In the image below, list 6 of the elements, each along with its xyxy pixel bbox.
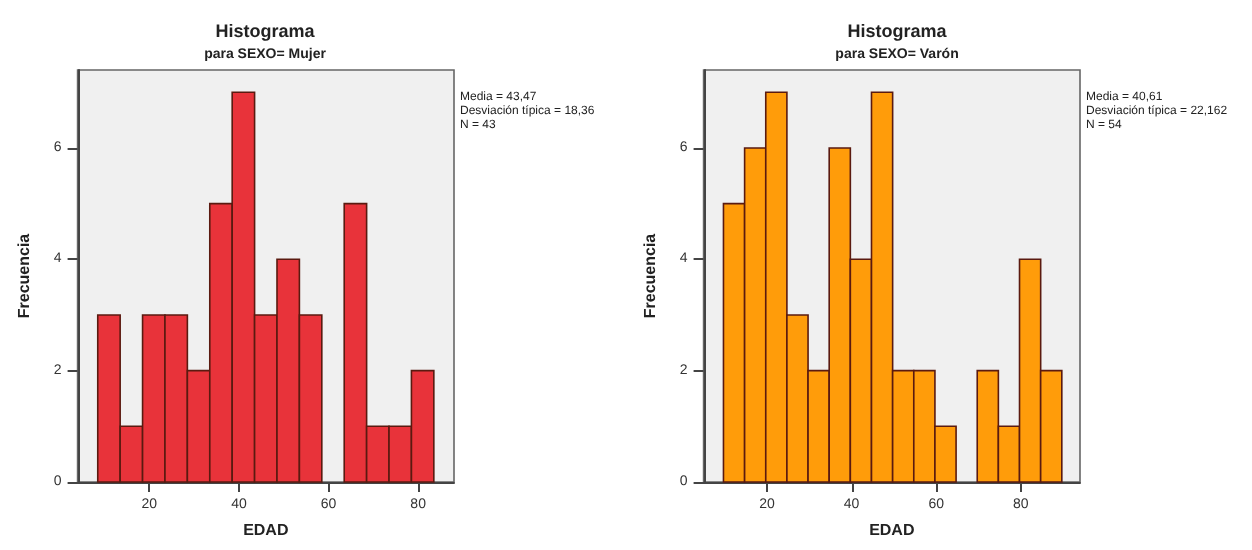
y-axis-title: Frecuencia bbox=[15, 232, 33, 319]
chart-title: Histograma bbox=[847, 21, 949, 41]
x-axis-title: EDAD bbox=[243, 520, 289, 539]
chart-title: Histograma bbox=[215, 21, 317, 41]
y-axis-title: Frecuencia bbox=[641, 232, 659, 319]
x-axis-title: EDAD bbox=[869, 520, 915, 539]
